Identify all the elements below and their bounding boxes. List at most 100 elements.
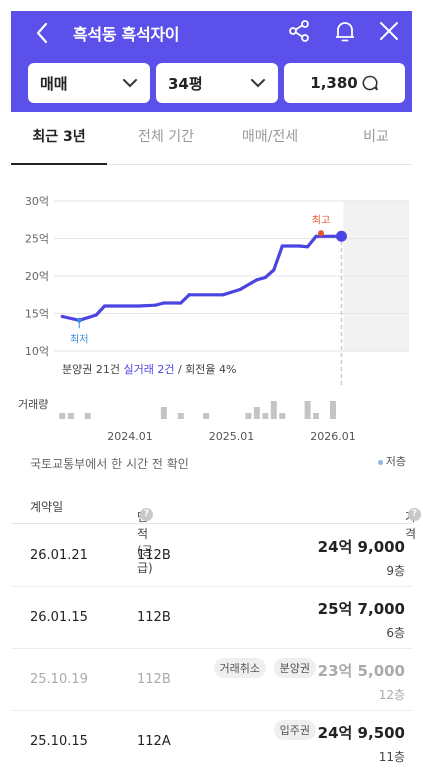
occupancy-right-badge: 입주권 bbox=[273, 720, 316, 740]
price-point bbox=[306, 245, 310, 249]
row-price: 25억 7,000 bbox=[317, 600, 405, 618]
price-point bbox=[179, 301, 183, 305]
price-line bbox=[60, 234, 344, 322]
help-icon[interactable]: ? bbox=[408, 508, 421, 521]
cancelled-badge: 거래취소 bbox=[213, 658, 266, 678]
price-point bbox=[60, 314, 64, 319]
summary-highlight: 실거래 2건 bbox=[123, 363, 175, 376]
chat-count: 1,380 bbox=[310, 74, 358, 92]
page-title: 흑석동 흑석자이 bbox=[73, 25, 180, 44]
row-floor: 12층 bbox=[378, 688, 405, 702]
row-date: 25.10.15 bbox=[30, 734, 88, 749]
max-marker bbox=[318, 230, 324, 237]
price-point bbox=[136, 304, 141, 308]
row-floor: 11층 bbox=[378, 750, 405, 764]
price-point bbox=[103, 304, 107, 308]
current-point bbox=[335, 230, 347, 242]
close-icon[interactable] bbox=[375, 17, 403, 45]
price-point bbox=[221, 293, 225, 297]
y-tick-label: 10억 bbox=[25, 345, 49, 358]
volume-bar bbox=[177, 413, 184, 419]
x-tick-label: 2026.01 bbox=[310, 430, 356, 443]
share-icon[interactable] bbox=[285, 17, 313, 45]
volume-bar bbox=[279, 413, 286, 419]
chevron-down-icon bbox=[123, 79, 137, 88]
bell-icon[interactable] bbox=[331, 17, 359, 45]
row-floor: 6층 bbox=[386, 626, 405, 640]
low-floor-dot-icon bbox=[377, 459, 383, 465]
table-header: 계약일 면적(공급)? 가격? bbox=[11, 488, 421, 575]
row-date: 25.10.19 bbox=[30, 672, 88, 687]
chat-bubble-icon bbox=[362, 75, 378, 91]
low-floor-label: 저층 bbox=[385, 455, 406, 468]
volume-bar bbox=[262, 413, 269, 419]
row-area: 112B bbox=[137, 548, 171, 563]
row-price: 23억 5,000 bbox=[317, 662, 405, 680]
presale-badge: 분양권 bbox=[273, 658, 316, 678]
volume-bar bbox=[160, 407, 167, 419]
y-tick-label: 15억 bbox=[25, 308, 49, 321]
volume-bar bbox=[330, 401, 336, 419]
x-tick-label: 2025.01 bbox=[209, 430, 255, 443]
row-price: 24억 9,000 bbox=[317, 538, 405, 556]
price-point bbox=[297, 244, 301, 248]
price-point bbox=[331, 234, 335, 238]
price-point bbox=[94, 313, 98, 317]
row-price: 24억 9,500 bbox=[317, 724, 405, 742]
tab-recent-3y[interactable]: 최근 3년 bbox=[11, 113, 107, 165]
table-row[interactable]: 25.10.15 112A 입주권 24억 9,500 11층 bbox=[11, 711, 412, 773]
y-tick-label: 30억 bbox=[25, 195, 49, 208]
chart-summary: 분양권 21건 실거래 2건 / 회전율 4% bbox=[62, 361, 236, 377]
table-row[interactable]: 26.01.21 112B 24억 9,000 9층 bbox=[11, 525, 412, 587]
tab-compare[interactable]: 비교 bbox=[363, 129, 389, 145]
x-tick-label: 2024.01 bbox=[107, 430, 153, 443]
volume-bar bbox=[313, 413, 320, 419]
volume-bar bbox=[67, 413, 74, 419]
chat-count-button[interactable]: 1,380 bbox=[284, 63, 405, 103]
volume-bar bbox=[253, 407, 260, 419]
low-floor-legend: 저층 bbox=[377, 453, 406, 469]
summary-prefix: 분양권 21건 bbox=[62, 363, 124, 376]
row-area: 112B bbox=[137, 672, 171, 687]
help-icon[interactable]: ? bbox=[140, 508, 153, 521]
summary-suffix: / 회전율 4% bbox=[174, 363, 237, 376]
deal-type-select[interactable]: 매매 bbox=[28, 63, 150, 103]
row-date: 26.01.21 bbox=[30, 548, 88, 563]
price-point bbox=[314, 234, 318, 238]
volume-bar bbox=[245, 413, 252, 419]
price-point bbox=[238, 287, 242, 292]
back-arrow-icon[interactable] bbox=[29, 19, 57, 47]
chevron-down-icon bbox=[251, 79, 265, 88]
size-label: 34평 bbox=[168, 74, 203, 93]
volume-bar bbox=[203, 413, 210, 419]
min-label: 최저 bbox=[70, 333, 88, 345]
row-floor: 9층 bbox=[386, 564, 405, 578]
source-note: 국토교통부에서 한 시간 전 확인 bbox=[30, 457, 189, 471]
size-select[interactable]: 34평 bbox=[156, 63, 278, 103]
volume-bar bbox=[304, 401, 311, 419]
volume-label: 거래량 bbox=[18, 398, 48, 411]
max-label: 최고 bbox=[312, 214, 330, 226]
price-point bbox=[255, 278, 259, 282]
tab-sale-jeonse[interactable]: 매매/전세 bbox=[241, 129, 299, 145]
table-row[interactable]: 26.01.15 112B 25억 7,000 6층 bbox=[11, 587, 412, 649]
period-tabs: 최근 3년 전체 기간 매매/전세 비교 bbox=[11, 113, 412, 165]
volume-bar bbox=[270, 401, 277, 419]
volume-bar bbox=[84, 413, 91, 419]
price-point bbox=[187, 293, 191, 297]
header-date: 계약일 bbox=[30, 500, 64, 514]
top-header: 흑석동 흑석자이 매매 34평 1,380 bbox=[11, 11, 412, 112]
table-row[interactable]: 25.10.19 112B 거래취소 분양권 23억 5,000 12층 bbox=[11, 649, 412, 711]
row-area: 112B bbox=[137, 610, 171, 625]
row-area: 112A bbox=[137, 734, 171, 749]
tab-all-period[interactable]: 전체 기간 bbox=[138, 129, 194, 145]
volume-bar bbox=[59, 413, 66, 419]
price-point bbox=[162, 301, 166, 305]
deal-type-label: 매매 bbox=[40, 74, 68, 93]
price-point bbox=[263, 275, 267, 280]
row-date: 26.01.15 bbox=[30, 610, 88, 625]
price-point bbox=[272, 268, 276, 272]
y-tick-label: 25억 bbox=[25, 233, 49, 246]
price-point bbox=[280, 244, 284, 248]
